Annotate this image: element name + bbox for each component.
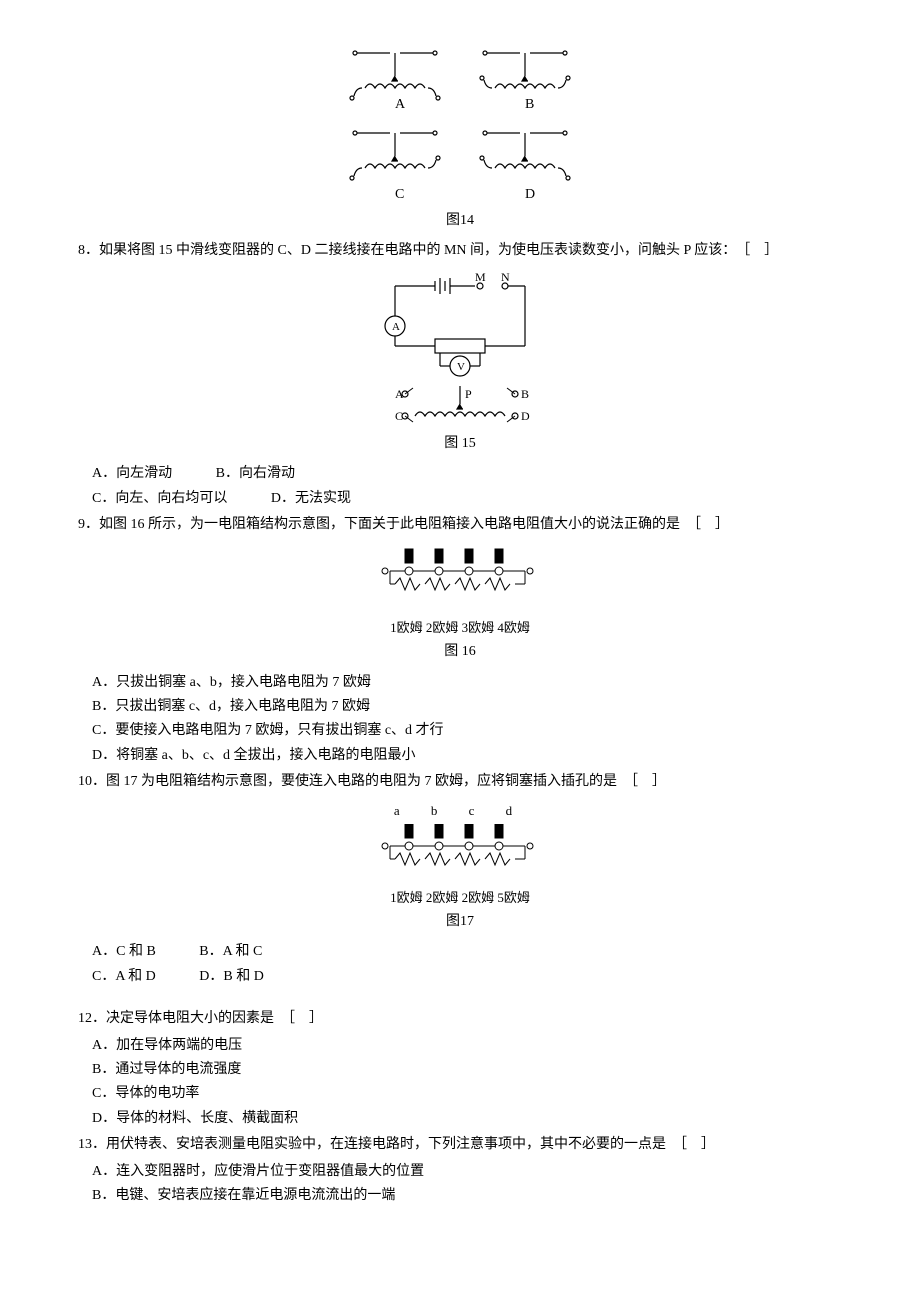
q12-opt-c: C．导体的电功率 bbox=[92, 1083, 870, 1105]
svg-text:M: M bbox=[475, 271, 486, 284]
figure-15: A V M N A B P C D 图 15 bbox=[50, 271, 870, 455]
svg-text:C: C bbox=[395, 409, 403, 423]
q13-opt-b: B．电键、安培表应接在靠近电源电流流出的一端 bbox=[92, 1185, 870, 1207]
fig16-caption: 图 16 bbox=[50, 641, 870, 663]
q9-options: A．只拔出铜塞 a、b，接入电路电阻为 7 欧姆 B．只拔出铜塞 c、d，接入电… bbox=[92, 672, 870, 768]
question-8: 8．如果将图 15 中滑线变阻器的 C、D 二接线接在电路中的 MN 间，为使电… bbox=[50, 240, 870, 262]
q8-opt-b: B．向右滑动 bbox=[216, 463, 295, 485]
q8-opt-d: D．无法实现 bbox=[271, 488, 351, 510]
q8-opt-c: C．向左、向右均可以 bbox=[92, 488, 227, 510]
q10-options: A．C 和 B B．A 和 C C．A 和 D D．B 和 D bbox=[92, 941, 870, 988]
svg-text:A: A bbox=[395, 387, 404, 401]
question-10: 10．图 17 为电阻箱结构示意图，要使连入电路的电阻为 7 欧姆，应将铜塞插入… bbox=[50, 771, 870, 793]
fig14-b: B bbox=[525, 97, 534, 112]
q12-opt-d: D．导体的材料、长度、横截面积 bbox=[92, 1108, 870, 1130]
q12-options: A．加在导体两端的电压 B．通过导体的电流强度 C．导体的电功率 D．导体的材料… bbox=[92, 1035, 870, 1131]
fig14-a: A bbox=[395, 97, 406, 112]
q9-opt-a: A．只拔出铜塞 a、b，接入电路电阻为 7 欧姆 bbox=[92, 672, 870, 694]
q8-options: A．向左滑动 B．向右滑动 C．向左、向右均可以 D．无法实现 bbox=[92, 463, 870, 510]
question-12: 12．决定导体电阻大小的因素是 ［ ］ bbox=[50, 1008, 870, 1030]
fig17-caption: 图17 bbox=[50, 911, 870, 933]
question-9: 9．如图 16 所示，为一电阻箱结构示意图，下面关于此电阻箱接入电路电阻值大小的… bbox=[50, 514, 870, 536]
q13-options: A．连入变阻器时，应使滑片位于变阻器值最大的位置 B．电键、安培表应接在靠近电源… bbox=[92, 1161, 870, 1208]
figure-14: A B C D 图14 bbox=[50, 38, 870, 232]
q10-opt-a: A．C 和 B bbox=[92, 941, 156, 963]
svg-text:A: A bbox=[392, 321, 400, 333]
fig14-caption: 图14 bbox=[50, 210, 870, 232]
q9-opt-d: D．将铜塞 a、b、c、d 全拔出，接入电路的电阻最小 bbox=[92, 745, 870, 767]
q12-opt-b: B．通过导体的电流强度 bbox=[92, 1059, 870, 1081]
figure-16: 1欧姆 2欧姆 3欧姆 4欧姆 图 16 bbox=[50, 544, 870, 663]
figure-17: a b c d bbox=[50, 801, 870, 933]
question-13: 13．用伏特表、安培表测量电阻实验中，在连接电路时，下列注意事项中，其中不必要的… bbox=[50, 1134, 870, 1156]
fig14-svg: A B C D bbox=[330, 38, 590, 208]
fig17-plugs: a b c d bbox=[50, 801, 870, 822]
fig14-d: D bbox=[525, 187, 535, 202]
fig17-values: 1欧姆 2欧姆 2欧姆 5欧姆 bbox=[50, 888, 870, 909]
q10-opt-d: D．B 和 D bbox=[199, 966, 264, 988]
q10-opt-c: C．A 和 D bbox=[92, 966, 156, 988]
q13-opt-a: A．连入变阻器时，应使滑片位于变阻器值最大的位置 bbox=[92, 1161, 870, 1183]
q9-opt-b: B．只拔出铜塞 c、d，接入电路电阻为 7 欧姆 bbox=[92, 696, 870, 718]
q12-opt-a: A．加在导体两端的电压 bbox=[92, 1035, 870, 1057]
fig15-svg: A V M N A B P C D bbox=[365, 271, 555, 431]
svg-text:P: P bbox=[465, 387, 472, 401]
fig14-c: C bbox=[395, 187, 404, 202]
fig17-svg bbox=[370, 824, 550, 884]
fig15-caption: 图 15 bbox=[50, 433, 870, 455]
fig16-values: 1欧姆 2欧姆 3欧姆 4欧姆 bbox=[50, 618, 870, 639]
q8-opt-a: A．向左滑动 bbox=[92, 463, 172, 485]
fig16-svg bbox=[370, 544, 550, 614]
svg-text:D: D bbox=[521, 409, 530, 423]
svg-text:B: B bbox=[521, 387, 529, 401]
svg-text:V: V bbox=[457, 361, 465, 373]
svg-text:N: N bbox=[501, 271, 510, 284]
q10-opt-b: B．A 和 C bbox=[199, 941, 262, 963]
q9-opt-c: C．要使接入电路电阻为 7 欧姆，只有拔出铜塞 c、d 才行 bbox=[92, 720, 870, 742]
